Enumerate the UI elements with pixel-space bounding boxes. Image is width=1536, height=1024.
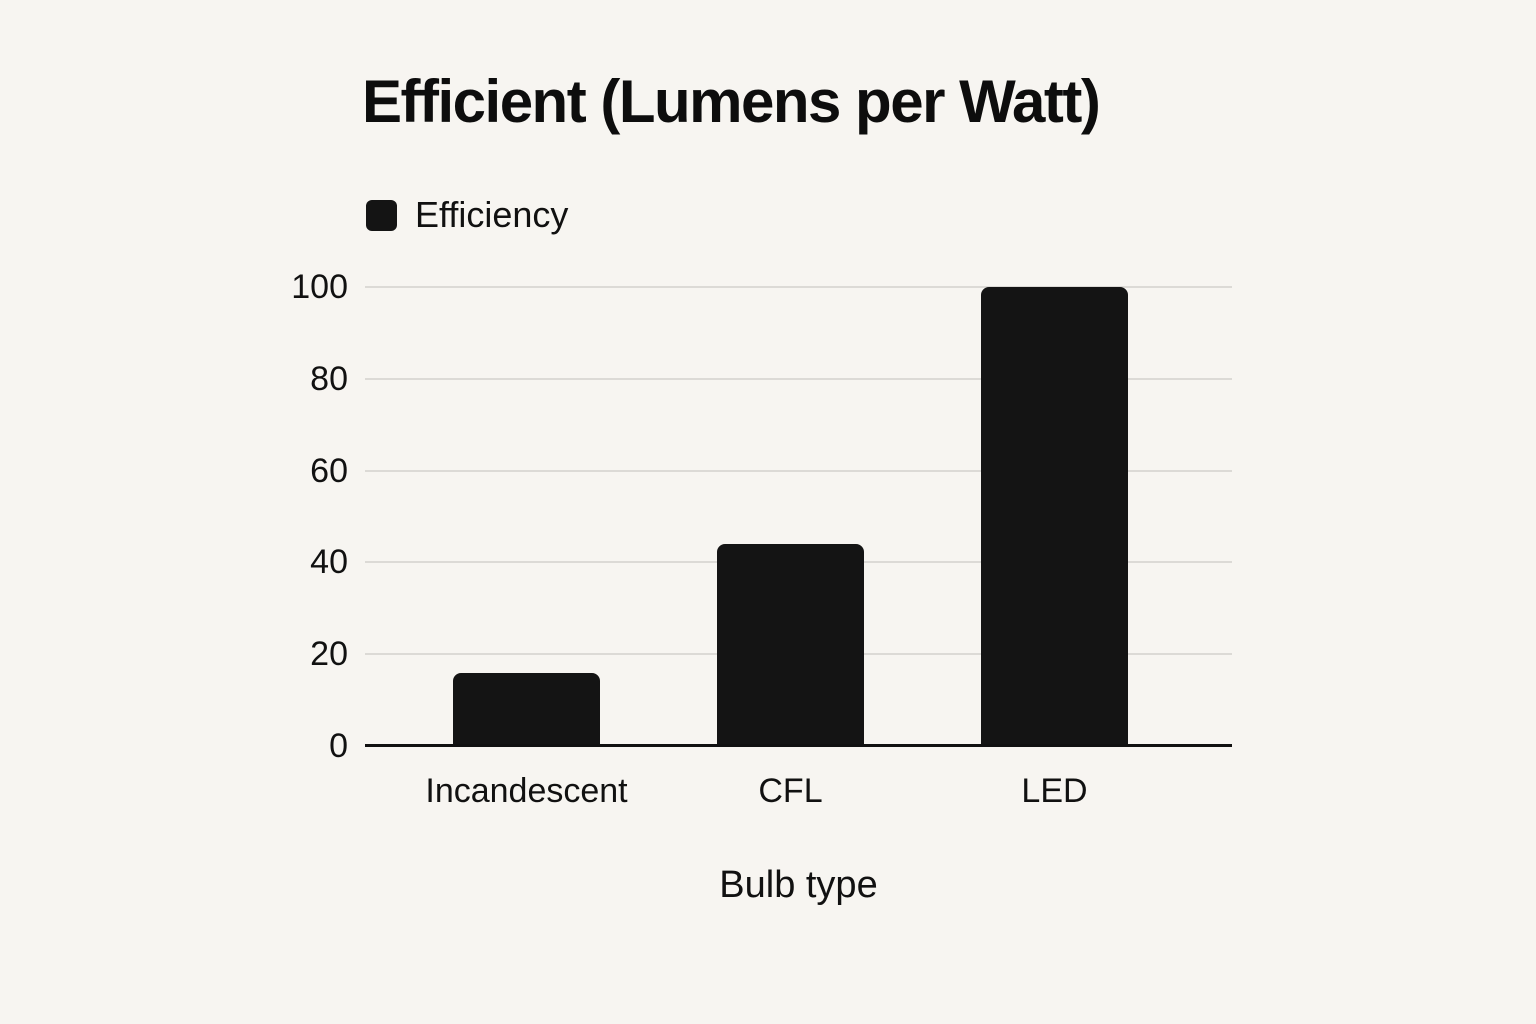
x-tick-label-led: LED — [1021, 772, 1088, 810]
y-tick-label-20: 20 — [310, 635, 348, 674]
bar-incandescent — [453, 673, 600, 746]
chart-title: Efficient (Lumens per Watt) — [362, 68, 1101, 135]
gridline-60 — [365, 469, 1232, 472]
gridline-100 — [365, 286, 1232, 288]
x-axis-title: Bulb type — [719, 864, 878, 906]
legend-swatch-icon — [366, 199, 397, 231]
x-tick-label-cfl: CFL — [758, 772, 823, 810]
x-tick-label-incandescent: Incandescent — [425, 772, 628, 810]
bar-cfl — [717, 544, 864, 746]
bar-led — [981, 287, 1128, 746]
y-tick-label-100: 100 — [291, 268, 348, 306]
y-tick-label-60: 60 — [310, 451, 348, 490]
y-tick-label-80: 80 — [310, 359, 348, 398]
gridline-80 — [365, 377, 1232, 380]
legend: Efficiency — [366, 194, 568, 236]
y-tick-label-40: 40 — [310, 543, 348, 582]
y-tick-label-0: 0 — [329, 727, 348, 765]
x-axis-line — [365, 744, 1232, 747]
plot-area — [365, 286, 1232, 747]
legend-label: Efficiency — [415, 194, 569, 235]
